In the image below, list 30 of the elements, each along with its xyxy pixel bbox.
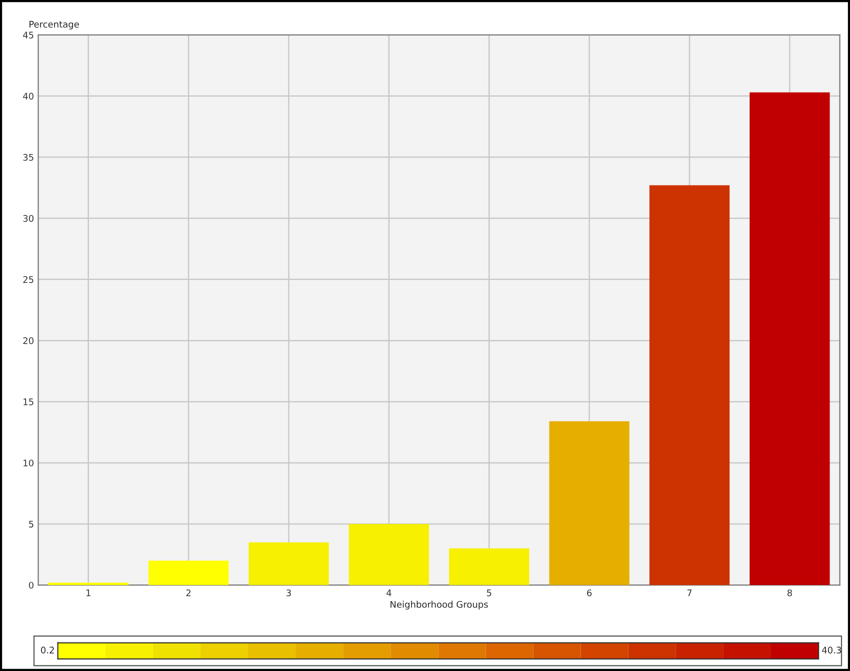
bar: [348, 524, 430, 586]
y-tick-label: 5: [29, 520, 34, 528]
y-axis-title: Percentage: [30, 20, 79, 30]
y-tick-label: 30: [23, 215, 34, 222]
x-tick-label: 2: [186, 589, 191, 596]
bar: [750, 92, 830, 586]
y-tick-label: 40: [23, 92, 34, 100]
bar: [148, 560, 229, 586]
x-tick-label: 5: [486, 590, 492, 596]
y-tick-label: 20: [23, 337, 34, 344]
y-tick-label: 35: [23, 154, 34, 161]
y-tick-label: 0: [28, 582, 34, 589]
x-tick-label: 7: [687, 590, 692, 596]
x-tick-label: 8: [787, 589, 792, 596]
y-tick-label: 25: [23, 276, 34, 283]
bar: [48, 582, 128, 586]
y-tick-label: 10: [24, 460, 34, 466]
x-tick-label: 1: [86, 590, 90, 596]
color-bar-label: 0.2: [40, 646, 54, 654]
bar: [449, 548, 530, 586]
color-bar-label: 40.3: [822, 646, 841, 654]
bar: [248, 542, 329, 586]
bar: [649, 185, 730, 586]
y-tick-label: 45: [23, 32, 34, 38]
x-tick-label: 6: [587, 589, 592, 596]
bar: [549, 421, 630, 586]
x-axis-title: Neighborhood Groups: [390, 600, 488, 610]
y-tick-label: 15: [24, 398, 34, 406]
x-tick-label: 4: [386, 590, 392, 596]
x-tick-label: 3: [286, 589, 291, 596]
